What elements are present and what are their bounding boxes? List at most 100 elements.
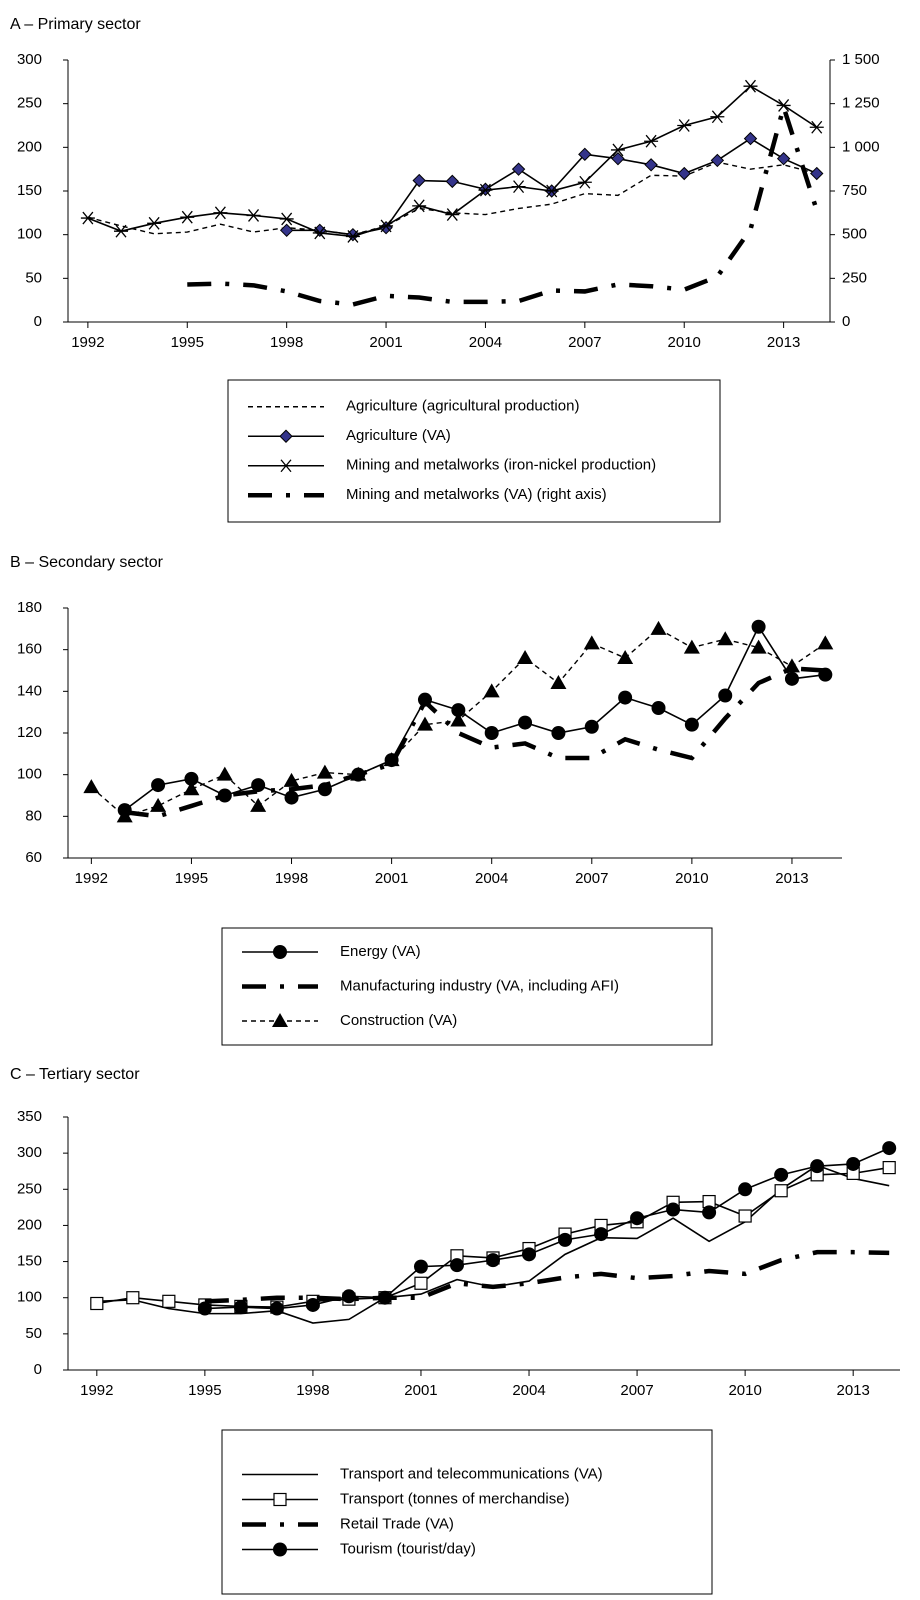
x-tick-label: 2013 <box>836 1382 869 1399</box>
x-tick-label: 2001 <box>375 870 408 887</box>
legend-label: Mining and metalworks (iron-nickel produ… <box>346 457 656 474</box>
marker <box>269 1301 284 1316</box>
marker <box>644 158 658 172</box>
marker <box>776 151 791 166</box>
marker <box>743 79 758 93</box>
marker <box>551 726 566 740</box>
marker <box>644 134 659 148</box>
y-tick-label: 300 <box>17 51 42 68</box>
marker <box>783 658 800 673</box>
y-tick-label: 250 <box>17 1180 42 1197</box>
y-tick-label: 300 <box>17 1144 42 1161</box>
marker <box>882 1141 897 1156</box>
legend-label: Transport (tonnes of merchandise) <box>340 1490 570 1507</box>
marker <box>751 619 766 634</box>
marker <box>233 1300 248 1315</box>
x-tick-label: 2007 <box>568 334 601 351</box>
x-tick-label: 1995 <box>188 1382 221 1399</box>
marker <box>412 173 426 188</box>
legend-label: Agriculture (VA) <box>346 427 451 444</box>
chart-title: A – Primary sector <box>10 16 141 33</box>
marker <box>517 650 534 664</box>
marker <box>126 1291 140 1305</box>
marker <box>683 639 700 654</box>
marker <box>90 1296 104 1311</box>
series-line <box>187 99 819 307</box>
marker <box>246 209 261 222</box>
marker <box>316 764 333 779</box>
legend-box <box>227 379 721 523</box>
y2-tick-label: 1 500 <box>842 51 880 68</box>
legend-label: Manufacturing industry (VA, including AF… <box>340 977 619 994</box>
x-tick-label: 1992 <box>75 870 108 887</box>
chart-title: C – Tertiary sector <box>10 1066 140 1083</box>
marker <box>305 1297 320 1312</box>
marker <box>578 147 592 162</box>
marker <box>809 120 824 134</box>
marker <box>702 1205 717 1220</box>
legend-label: Mining and metalworks (VA) (right axis) <box>346 486 607 503</box>
marker <box>650 620 667 635</box>
marker <box>279 429 293 443</box>
marker <box>522 1247 537 1262</box>
x-tick-label: 2001 <box>404 1382 437 1399</box>
marker <box>151 778 166 793</box>
y-tick-label: 0 <box>34 313 42 330</box>
marker <box>774 1184 788 1198</box>
y-tick-label: 0 <box>34 1361 42 1378</box>
y-tick-label: 100 <box>17 226 42 243</box>
marker <box>341 1289 356 1304</box>
marker <box>743 131 758 146</box>
marker <box>810 1159 825 1174</box>
marker <box>312 226 327 240</box>
x-tick-label: 1995 <box>171 334 204 351</box>
marker <box>273 945 287 959</box>
y-tick-label: 180 <box>17 599 42 616</box>
marker <box>486 1253 501 1268</box>
marker <box>817 635 834 650</box>
x-tick-label: 1995 <box>175 870 208 887</box>
y-tick-label: 100 <box>17 1289 42 1306</box>
series-line <box>87 161 817 236</box>
marker <box>450 712 467 727</box>
x-tick-label: 1998 <box>275 870 308 887</box>
marker <box>717 631 734 646</box>
y-tick-label: 50 <box>25 269 42 286</box>
marker <box>750 639 767 654</box>
marker <box>784 671 799 686</box>
marker <box>284 790 299 805</box>
marker <box>377 1290 392 1305</box>
marker <box>345 229 360 243</box>
marker <box>511 162 526 176</box>
marker <box>213 206 228 220</box>
x-tick-label: 2010 <box>728 1382 761 1399</box>
marker <box>412 199 427 213</box>
marker <box>116 808 133 823</box>
marker <box>445 208 460 221</box>
y-tick-label: 200 <box>17 1216 42 1233</box>
y-tick-label: 140 <box>17 682 42 699</box>
marker <box>684 717 699 732</box>
marker <box>558 1232 573 1247</box>
marker <box>416 716 433 731</box>
x-tick-label: 2013 <box>767 334 800 351</box>
y-tick-label: 250 <box>17 95 42 112</box>
y-tick-label: 350 <box>17 1108 42 1125</box>
marker <box>710 153 725 168</box>
y2-tick-label: 1 250 <box>842 95 880 112</box>
marker <box>80 211 95 225</box>
y2-tick-label: 1 000 <box>842 138 880 155</box>
marker <box>272 1013 288 1027</box>
marker <box>882 1160 896 1175</box>
marker <box>184 771 199 786</box>
marker <box>251 778 266 793</box>
chart-title: B – Secondary sector <box>10 554 164 571</box>
legend-label: Construction (VA) <box>340 1012 457 1029</box>
marker <box>738 1209 752 1223</box>
x-tick-label: 1992 <box>71 334 104 351</box>
y-tick-label: 60 <box>25 849 42 866</box>
marker <box>180 210 195 224</box>
marker <box>197 1301 212 1316</box>
x-tick-label: 2007 <box>620 1382 653 1399</box>
